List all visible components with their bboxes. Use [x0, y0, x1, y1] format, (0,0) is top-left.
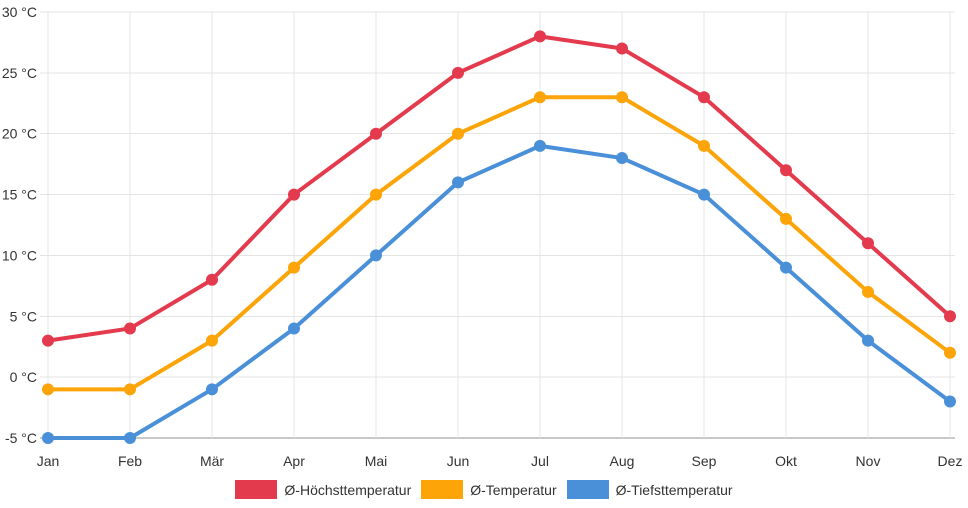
legend-label: Ø-Tiefsttemperatur [615, 481, 733, 498]
data-point-series0-jun[interactable] [452, 66, 464, 79]
data-point-series0-mai[interactable] [370, 127, 382, 140]
data-point-series0-sep[interactable] [698, 91, 710, 104]
data-point-series1-jul[interactable] [534, 91, 546, 104]
x-axis-tick-label: Jul [531, 453, 549, 469]
data-point-series0-feb[interactable] [124, 322, 136, 335]
x-axis-tick-label: Nov [856, 453, 881, 469]
legend-label: Ø-Temperatur [470, 481, 557, 498]
data-point-series1-jan[interactable] [42, 383, 54, 396]
data-point-series2-apr[interactable] [288, 322, 300, 335]
data-point-series2-jul[interactable] [534, 139, 546, 152]
data-point-series1-sep[interactable] [698, 139, 710, 152]
y-axis-tick-label: 20 °C [2, 126, 37, 142]
legend-item-1[interactable]: Ø-Temperatur [421, 480, 557, 499]
y-axis-tick-label: 0 °C [10, 369, 37, 385]
y-axis-tick-label: 25 °C [2, 65, 37, 81]
legend-swatch-icon [235, 480, 278, 499]
data-point-series2-dez[interactable] [944, 395, 956, 408]
data-point-series0-jul[interactable] [534, 30, 546, 43]
y-axis-tick-label: 30 °C [2, 4, 37, 20]
series-line-1 [46, 95, 952, 392]
chart-legend: Ø-Höchsttemperatur Ø-Temperatur Ø-Tiefstte… [0, 480, 968, 499]
data-point-series2-sep[interactable] [698, 188, 710, 201]
data-point-series0-apr[interactable] [288, 188, 300, 201]
data-point-series1-mär[interactable] [206, 334, 218, 347]
x-axis-tick-label: Dez [938, 453, 963, 469]
y-axis-tick-label: 5 °C [10, 308, 37, 324]
x-axis-tick-label: Jun [447, 453, 470, 469]
legend-item-2[interactable]: Ø-Tiefsttemperatur [566, 480, 733, 499]
data-point-series1-apr[interactable] [288, 261, 300, 274]
x-axis-tick-label: Mär [200, 453, 224, 469]
x-axis-tick-label: Okt [775, 453, 797, 469]
y-axis-tick-label: -5 °C [5, 430, 37, 446]
y-axis-tick-label: 10 °C [2, 247, 37, 263]
legend-swatch-icon [566, 480, 609, 499]
y-axis-tick-label: 15 °C [2, 187, 37, 203]
x-axis-tick-label: Sep [692, 453, 717, 469]
legend-swatch-icon [421, 480, 464, 499]
data-point-series2-okt[interactable] [780, 261, 792, 274]
data-point-series2-jun[interactable] [452, 176, 464, 189]
data-point-series0-mär[interactable] [206, 273, 218, 286]
data-point-series1-feb[interactable] [124, 383, 136, 396]
data-point-series0-okt[interactable] [780, 164, 792, 177]
data-point-series2-nov[interactable] [862, 334, 874, 347]
data-point-series1-okt[interactable] [780, 212, 792, 225]
data-point-series1-jun[interactable] [452, 127, 464, 140]
data-point-series2-feb[interactable] [124, 432, 136, 444]
data-point-series2-mär[interactable] [206, 383, 218, 396]
series-line-2 [46, 143, 952, 440]
data-point-series2-jan[interactable] [42, 432, 54, 444]
data-point-series0-jan[interactable] [42, 334, 54, 347]
data-point-series2-mai[interactable] [370, 249, 382, 262]
legend-item-0[interactable]: Ø-Höchsttemperatur [235, 480, 411, 499]
data-point-series1-mai[interactable] [370, 188, 382, 201]
data-point-series0-dez[interactable] [944, 310, 956, 323]
data-point-series1-aug[interactable] [616, 91, 628, 104]
x-axis-tick-label: Aug [610, 453, 635, 469]
x-axis-tick-label: Mai [365, 453, 388, 469]
data-point-series1-dez[interactable] [944, 346, 956, 359]
x-axis-tick-label: Jan [37, 453, 60, 469]
x-axis-tick-label: Apr [283, 453, 305, 469]
data-point-series0-aug[interactable] [616, 42, 628, 55]
data-point-series2-aug[interactable] [616, 152, 628, 165]
data-point-series1-nov[interactable] [862, 285, 874, 298]
legend-label: Ø-Höchsttemperatur [284, 481, 412, 498]
data-point-series0-nov[interactable] [862, 237, 874, 250]
x-axis-tick-label: Feb [118, 453, 142, 469]
series-line-0 [46, 34, 952, 343]
